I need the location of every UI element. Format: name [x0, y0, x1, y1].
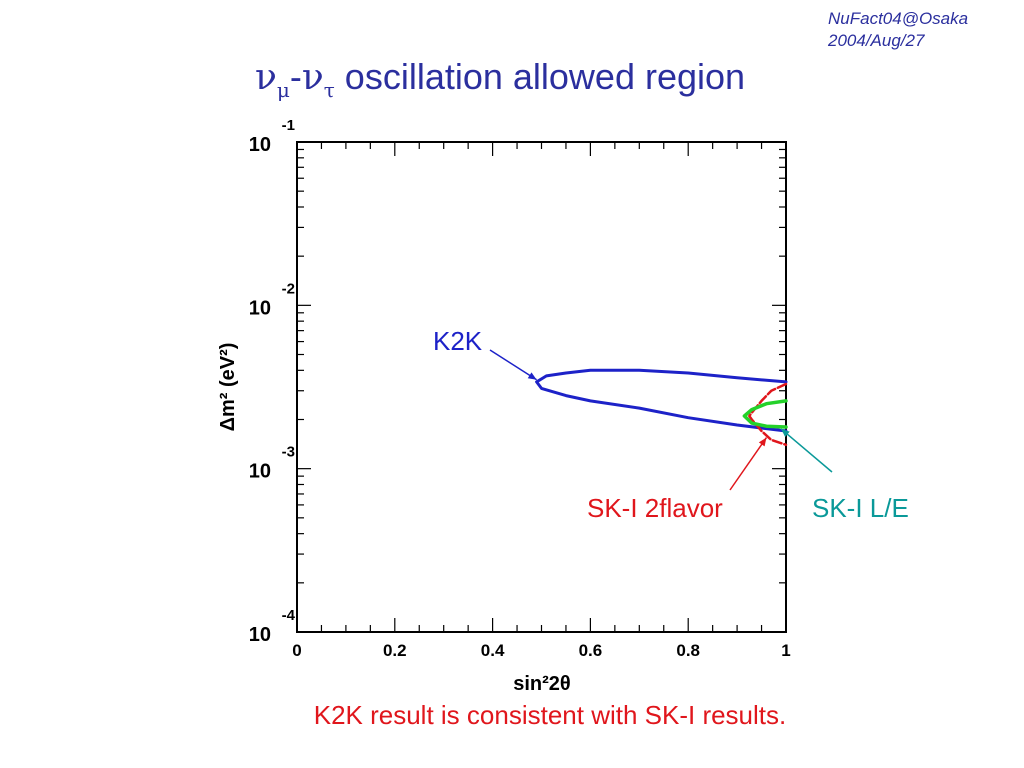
annotation-arrowhead-sk-i-2flavor [758, 437, 767, 447]
annotation-arrowhead-sk-i-l-e [781, 428, 790, 437]
y-axis-label: Δm² (eV²) [217, 343, 239, 432]
x-tick-label: 0.4 [481, 641, 505, 660]
annotation-label-sk-i-2flavor: SK-I 2flavor [587, 493, 723, 523]
conference-name: NuFact04@Osaka [828, 9, 969, 28]
x-tick-label: 0 [292, 641, 301, 660]
y-tick-label: 10 [249, 134, 271, 156]
conclusion-text: K2K result is consistent with SK-I resul… [313, 700, 787, 730]
nu-symbol: ν [254, 57, 277, 98]
series-sk-i-l-e [742, 399, 788, 429]
conference-date: 2004/Aug/27 [828, 31, 925, 50]
y-tick-exponent: -3 [282, 444, 295, 461]
annotation-label-sk-i-l-e: SK-I L/E [812, 493, 909, 523]
mu-subscript: μ [276, 78, 290, 103]
x-tick-label: 0.6 [579, 641, 603, 660]
axis-ticks [296, 141, 787, 633]
tau-subscript: τ [323, 78, 335, 103]
slide-title: νμ-ντ oscillation allowed region [0, 56, 1000, 102]
x-axis-label: sin²2θ [513, 673, 571, 695]
x-tick-label: 0.8 [676, 641, 700, 660]
series-sk-i-2flavor [748, 382, 788, 447]
y-tick-labels: 10 -1 10 -2 10 -3 10 -4 [249, 117, 296, 646]
x-tick-label: 0.2 [383, 641, 407, 660]
nu-symbol-2: ν [301, 57, 324, 98]
series-k2k [535, 368, 788, 433]
x-tick-labels: 0 0.2 0.4 0.6 0.8 1 [292, 641, 790, 660]
annotation-arrowhead-k2k [527, 372, 537, 380]
y-tick-exponent: -2 [282, 280, 295, 297]
annotation-arrow-k2k [489, 349, 538, 381]
conference-info: NuFact04@Osaka 2004/Aug/27 [828, 8, 968, 52]
x-tick-label: 1 [781, 641, 790, 660]
y-tick-label: 10 [249, 297, 271, 319]
annotation-label-k2k: K2K [433, 326, 483, 356]
annotation-arrow-sk-i-l-e [780, 428, 833, 473]
y-tick-exponent: -4 [282, 607, 296, 624]
title-text: oscillation allowed region [334, 56, 746, 97]
y-tick-label: 10 [249, 461, 271, 483]
y-tick-label: 10 [249, 624, 271, 646]
contour-series [535, 368, 788, 447]
annotation-arrow-sk-i-2flavor [729, 437, 768, 491]
chart-annotations: K2K SK-I 2flavor SK-I L/E [433, 326, 909, 523]
y-tick-exponent: -1 [282, 117, 295, 134]
title-dash: - [289, 56, 302, 97]
